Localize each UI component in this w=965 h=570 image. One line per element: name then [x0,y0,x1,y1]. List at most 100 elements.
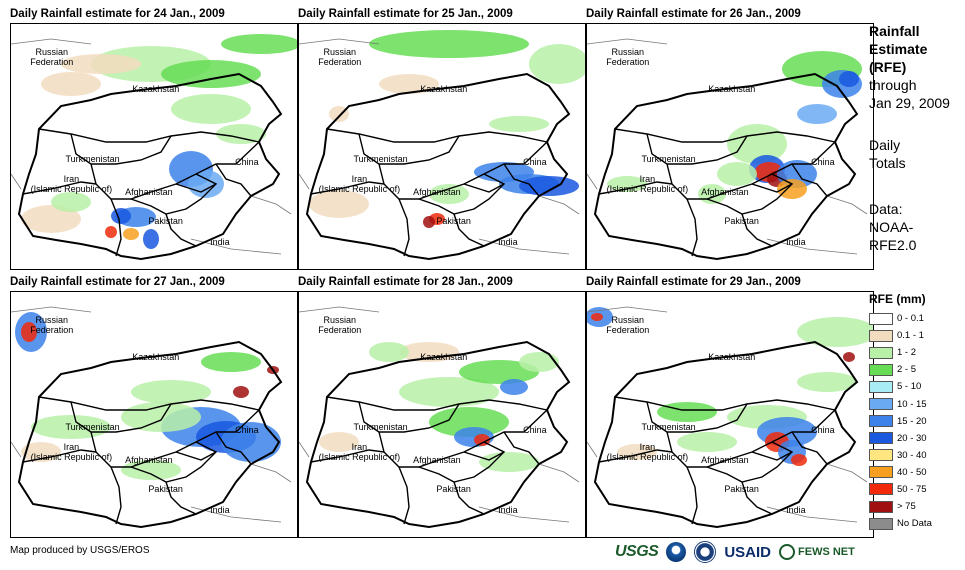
legend-swatch [869,398,893,411]
country-label-turkmenistan: Turkmenistan [641,422,696,432]
legend-swatch [869,346,893,359]
usaid-logo-text: USAID [724,543,772,561]
legend-item: 50 - 75 [869,481,965,498]
legend-swatch [869,517,893,530]
legend-swatch [869,449,893,462]
country-label-iran: Iran (Islamic Republic of) [606,442,689,462]
legend-swatch [869,312,893,325]
rainfall-area [111,208,131,224]
map-panel-27jan: Daily Rainfall estimate for 27 Jan., 200… [10,276,298,538]
rainfall-area [843,352,855,362]
country-border [11,173,22,190]
country-border [299,173,310,190]
legend-item: 40 - 50 [869,464,965,481]
country-border [751,183,793,193]
country-label-russia: Russian Federation [606,47,650,67]
country-border [646,401,748,433]
country-border [250,463,292,483]
rainfall-area [519,352,559,372]
country-border [751,451,793,461]
through-date: Jan 29, 2009 [869,95,950,111]
country-border [299,38,380,45]
country-label-afghanistan: Afghanistan [125,187,173,197]
map-frame: Russian Federation Kazakhstan Turkmenistan I… [10,291,298,538]
country-border [299,441,310,458]
legend-item: 2 - 5 [869,361,965,378]
country-border [587,173,598,190]
legend-swatch [869,380,893,393]
country-label-kazakhstan: Kazakhstan [132,352,180,362]
legend-swatch [869,363,893,376]
country-border [11,441,22,458]
rfe-legend: RFE (mm) 0 - 0.1 0.1 - 1 1 - 2 2 - 5 5 - 10 1… [869,292,965,532]
rainfall-area [777,179,807,199]
rainfall-area [233,386,249,398]
country-label-afghanistan: Afghanistan [125,455,173,465]
map-panel-25jan: Daily Rainfall estimate for 25 Jan., 200… [298,8,586,270]
country-border [614,128,836,143]
country-border [310,449,385,463]
rainfall-map [587,38,868,261]
region-outline [305,340,571,529]
country-label-turkmenistan: Turkmenistan [65,154,120,164]
country-label-turkmenistan: Turkmenistan [65,422,120,432]
rainfall-area [41,72,101,96]
country-label-pakistan: Pakistan [436,216,471,226]
country-label-afghanistan: Afghanistan [413,455,461,465]
through-text: through [869,77,917,93]
noaa-logo [666,542,687,562]
legend-label: > 75 [897,501,916,513]
legend-swatch [869,466,893,479]
rainfall-area [171,94,251,124]
rainfall-area [727,124,787,164]
country-label-india: India [498,505,518,515]
country-border [175,451,217,461]
logo-bar: USGS USAID FEWS NET [615,538,855,566]
rainfall-area [797,372,857,392]
country-border [326,128,548,143]
map-frame: Russian Federation Kazakhstan Turkmenistan I… [586,23,874,270]
map-panel-28jan: Daily Rainfall estimate for 28 Jan., 200… [298,276,586,538]
panel-title: Daily Rainfall estimate for 28 Jan., 200… [298,276,513,288]
data-label: Data: [869,201,903,217]
legend-item: 1 - 2 [869,344,965,361]
rainfall-area [591,313,603,321]
rainfall-area [791,454,807,466]
rainfall-area [677,432,737,452]
usgs-logo: USGS [615,543,659,561]
map-panel-24jan: Daily Rainfall estimate for 24 Jan., 200… [10,8,298,270]
rainfall-area [309,190,369,218]
rainfall-area [459,360,539,384]
country-label-russia: Russian Federation [606,315,650,335]
rainfall-area [423,216,435,228]
country-border [299,306,380,313]
country-label-china: China [811,425,835,435]
country-label-china: China [523,425,547,435]
rainfall-area [319,432,359,452]
country-border [587,38,668,45]
rainfall-area [369,30,529,58]
country-border [70,401,172,433]
legend-item: 15 - 20 [869,413,965,430]
rainfall-area [51,192,91,212]
country-border [646,133,748,165]
country-label-turkmenistan: Turkmenistan [353,422,408,432]
rainfall-map [11,306,292,529]
country-label-china: China [811,157,835,167]
rainfall-area [489,116,549,132]
country-label-turkmenistan: Turkmenistan [641,154,696,164]
usgs-logo-text: USGS [615,543,659,560]
panel-title: Daily Rainfall estimate for 26 Jan., 200… [586,8,801,20]
country-label-china: China [235,157,259,167]
country-border [453,481,485,515]
panel-title: Daily Rainfall estimate for 29 Jan., 200… [586,276,801,288]
country-label-iran: Iran (Islamic Republic of) [30,442,113,462]
country-label-russia: Russian Federation [318,47,362,67]
rainfall-area [379,74,439,94]
country-border [503,163,540,197]
legend-label: 15 - 20 [897,415,927,427]
legend-swatch [869,483,893,496]
country-border [463,183,505,193]
rainfall-area [61,54,141,74]
country-border [791,431,828,465]
